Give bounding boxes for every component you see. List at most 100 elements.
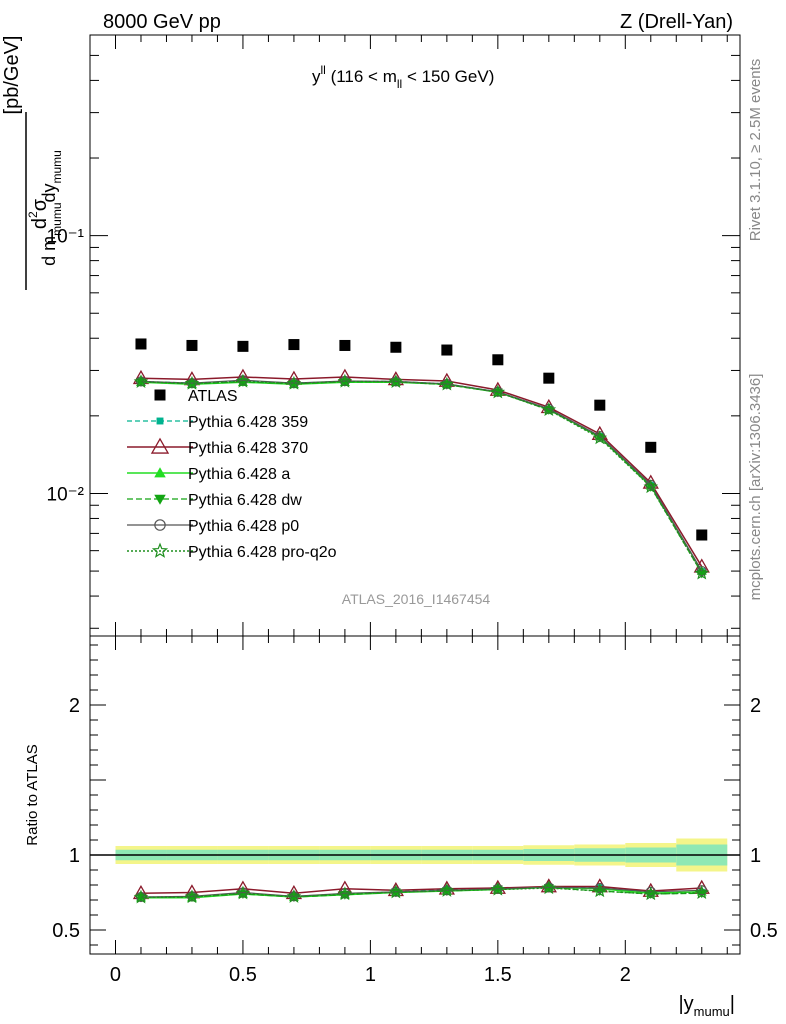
y-tick-label: 10⁻¹ bbox=[47, 227, 85, 248]
ratio-point bbox=[441, 887, 452, 896]
ratio-point bbox=[696, 889, 707, 899]
ratio-y-tick-label: 2 bbox=[69, 695, 80, 717]
main-point bbox=[388, 374, 404, 389]
main-point bbox=[541, 402, 557, 417]
ratio-y-axis-label: Ratio to ATLAS bbox=[24, 744, 41, 845]
ratio-series-dw bbox=[135, 883, 707, 903]
analysis-watermark: ATLAS_2016_I1467454 bbox=[342, 591, 491, 607]
ratio-y-tick-label-right: 1 bbox=[750, 845, 761, 867]
ratio-point bbox=[288, 893, 299, 902]
legend-label: Pythia 6.428 pro-q2o bbox=[188, 544, 337, 561]
legend-entry: Pythia 6.428 pro-q2o bbox=[127, 542, 337, 561]
ratio-point bbox=[235, 885, 251, 900]
atlas-data-point bbox=[390, 341, 402, 353]
atlas-data-point bbox=[288, 339, 300, 351]
ratio-point bbox=[337, 886, 353, 901]
main-point bbox=[694, 565, 710, 580]
ratio-y-tick-label-right: 2 bbox=[750, 695, 761, 717]
legend-label: Pythia 6.428 370 bbox=[188, 440, 308, 457]
atlas-data-point bbox=[594, 399, 606, 411]
main-y-axis-label: d2σ d mmumudymumu [pb/GeV] bbox=[1, 36, 64, 290]
legend-marker bbox=[154, 467, 166, 478]
atlas-data-point bbox=[186, 339, 198, 351]
legend-marker bbox=[150, 437, 170, 454]
main-series-line bbox=[140, 380, 703, 574]
main-point bbox=[186, 380, 197, 389]
atlas-data-point bbox=[237, 340, 249, 352]
ratio-point bbox=[541, 880, 557, 895]
main-point bbox=[184, 375, 200, 390]
main-point bbox=[133, 374, 149, 389]
series-layer bbox=[132, 338, 710, 904]
rivet-label: Rivet 3.1.10, ≥ 2.5M events bbox=[747, 59, 764, 242]
axis-tick-labels: 0 0.5 1 1.5 2 10⁻² 10⁻¹ 0.5 0.5 1 1 2 2 bbox=[47, 227, 778, 986]
ratio-uncertainty-band bbox=[90, 838, 740, 872]
ratio-point bbox=[643, 886, 659, 901]
legend-entry: ATLAS bbox=[154, 388, 238, 405]
legend: ATLAS Pythia 6.428 359 Pythia 6.428 370 Pyt… bbox=[127, 388, 337, 561]
main-point bbox=[337, 373, 353, 388]
legend-label: Pythia 6.428 a bbox=[188, 466, 290, 483]
ratio-point bbox=[439, 883, 455, 897]
ratio-point bbox=[490, 881, 506, 896]
legend-entry: Pythia 6.428 dw bbox=[127, 492, 302, 509]
x-tick-label: 1.5 bbox=[484, 964, 512, 986]
cut-annotation: yll (116 < mll < 150 GeV) bbox=[312, 63, 494, 91]
atlas-data-point bbox=[135, 338, 147, 350]
ratio-y-tick-label: 0.5 bbox=[52, 920, 80, 942]
atlas-data-point bbox=[696, 529, 708, 541]
x-tick-label: 2 bbox=[620, 964, 631, 986]
legend-marker-atlas bbox=[154, 389, 166, 401]
main-point bbox=[643, 479, 659, 494]
main-point bbox=[286, 375, 302, 390]
legend-marker bbox=[154, 494, 166, 505]
ratio-point bbox=[592, 883, 608, 898]
ratio-point bbox=[286, 889, 302, 903]
atlas-data-point bbox=[492, 354, 504, 366]
x-tick-label: 1 bbox=[365, 964, 376, 986]
ratio-point bbox=[133, 889, 149, 904]
atlas-data-point bbox=[543, 372, 555, 384]
legend-marker bbox=[156, 417, 164, 425]
ratio-y-tick-label-right: 0.5 bbox=[750, 920, 778, 942]
x-tick-label: 0 bbox=[110, 964, 121, 986]
process-label: 8000 GeV pp bbox=[103, 11, 221, 33]
main-point bbox=[288, 380, 299, 389]
atlas-data-point bbox=[339, 339, 351, 351]
legend-marker bbox=[154, 519, 166, 531]
legend-label: Pythia 6.428 359 bbox=[188, 414, 308, 431]
atlas-data-point bbox=[645, 441, 657, 453]
ratio-point bbox=[184, 889, 200, 904]
axis-ticks bbox=[90, 35, 740, 954]
svg-text:[pb/GeV]: [pb/GeV] bbox=[1, 36, 23, 115]
ratio-series-line bbox=[140, 885, 702, 895]
y-tick-label: 10⁻² bbox=[47, 484, 85, 505]
mcplots-label: mcplots.cern.ch [arXiv:1306.3436] bbox=[747, 374, 764, 601]
main-series-atlas bbox=[135, 338, 708, 541]
legend-entry: Pythia 6.428 370 bbox=[127, 437, 308, 457]
main-point bbox=[235, 373, 251, 388]
ratio-point bbox=[388, 884, 404, 899]
main-point bbox=[592, 430, 608, 445]
ratio-series-line bbox=[140, 887, 702, 899]
legend-entry: Pythia 6.428 p0 bbox=[127, 518, 299, 535]
main-series-pro-q2o bbox=[133, 373, 710, 580]
x-axis-label: |ymumu| bbox=[678, 993, 735, 1019]
ratio-plot-frame bbox=[89, 635, 741, 955]
legend-marker bbox=[151, 542, 169, 558]
ratio-y-tick-label: 1 bbox=[69, 845, 80, 867]
main-series-line bbox=[140, 376, 703, 568]
main-point bbox=[439, 376, 455, 391]
main-point bbox=[490, 384, 506, 399]
legend-label: ATLAS bbox=[188, 388, 238, 405]
ratio-point bbox=[694, 885, 710, 899]
main-point bbox=[339, 378, 350, 387]
legend-label: Pythia 6.428 dw bbox=[188, 492, 302, 509]
ratio-series-pro-q2o bbox=[133, 880, 710, 904]
legend-entry: Pythia 6.428 a bbox=[127, 466, 290, 483]
legend-entry: Pythia 6.428 359 bbox=[127, 414, 308, 431]
channel-label: Z (Drell-Yan) bbox=[620, 11, 733, 33]
atlas-data-point bbox=[441, 344, 453, 356]
legend-label: Pythia 6.428 p0 bbox=[188, 518, 299, 535]
